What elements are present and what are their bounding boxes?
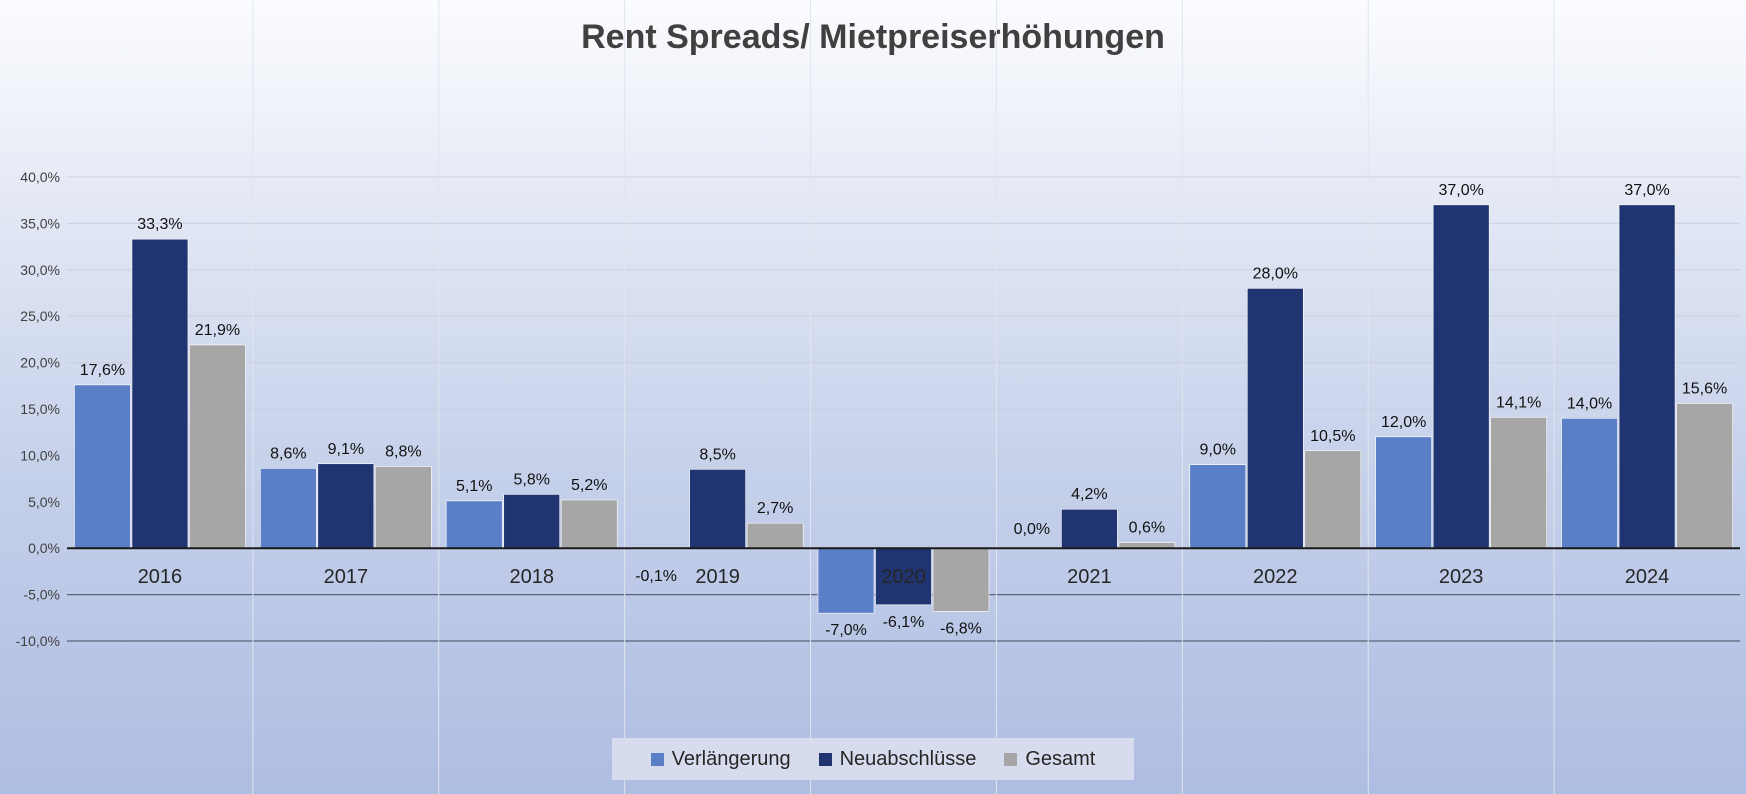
data-label: 14,1% [1496,394,1541,411]
y-tick-label: 40,0% [20,169,60,185]
data-label: 15,6% [1682,380,1727,397]
data-label: -6,8% [940,620,982,637]
data-label: -7,0% [825,622,867,639]
bar [1246,288,1304,549]
legend-label: Neuabschlüsse [839,747,977,770]
bar [375,466,432,549]
data-label: 5,2% [571,477,607,494]
x-category-label: 2016 [138,566,183,588]
bar [560,499,618,549]
data-label: 12,0% [1381,414,1426,431]
bar [1061,508,1118,549]
bar [189,344,246,549]
y-tick-label: -5,0% [23,587,60,603]
bar [1375,436,1432,549]
bar [1490,417,1547,549]
bar [689,469,746,549]
bar [1676,403,1733,549]
y-tick-label: 15,0% [20,401,60,417]
data-label: 9,0% [1200,442,1236,459]
data-label: 37,0% [1438,182,1483,199]
bar [1618,204,1676,549]
x-category-label: 2022 [1253,566,1298,588]
data-label: 8,5% [699,446,735,463]
data-label: 5,8% [513,471,549,488]
x-category-label: 2018 [509,566,554,588]
data-label: 10,5% [1310,428,1355,445]
legend-item: Verlängerung [650,747,791,771]
data-label: -6,1% [883,614,925,631]
data-label: 9,1% [328,441,364,458]
bar [503,494,561,549]
bar [1189,464,1247,549]
data-label: 4,2% [1071,486,1107,503]
bar [74,384,131,549]
x-category-label: 2020 [881,566,926,588]
data-label: 17,6% [80,362,125,379]
data-label: 8,8% [385,444,421,461]
x-category-label: 2023 [1439,566,1484,588]
bar [932,547,990,612]
bar [131,238,189,549]
bar [445,500,503,549]
data-label: -0,1% [635,568,677,585]
bar [875,547,932,606]
y-tick-label: 10,0% [20,447,60,463]
data-label: 37,0% [1624,182,1669,199]
data-label: 14,0% [1567,395,1612,412]
data-label: 0,6% [1129,520,1165,537]
y-tick-label: 35,0% [20,215,60,231]
y-tick-label: -10,0% [16,633,60,649]
data-label: 2,7% [757,500,793,517]
y-tick-label: 20,0% [20,355,60,371]
legend-swatch [650,752,664,766]
data-label: 5,1% [456,478,492,495]
bar [317,463,375,549]
x-category-label: 2024 [1625,566,1670,588]
legend-item: Neuabschlüsse [818,747,977,771]
legend-swatch [818,752,832,766]
data-label: 33,3% [137,216,182,233]
bar [1304,450,1362,549]
legend-item: Gesamt [1004,748,1095,771]
x-category-label: 2017 [324,566,369,588]
data-label: 8,6% [270,445,306,462]
legend-swatch [1004,752,1018,766]
bar [746,522,804,549]
y-tick-label: 25,0% [20,308,60,324]
data-label: 21,9% [195,322,240,339]
bar [1432,204,1490,549]
data-label: 28,0% [1253,265,1298,282]
bar [1561,417,1618,549]
y-tick-label: 30,0% [20,262,60,278]
chart-legend: Verlängerung Neuabschlüsse Gesamt [612,738,1134,780]
bar [260,468,317,549]
y-tick-label: 5,0% [28,494,60,510]
y-tick-label: 0,0% [28,540,60,556]
legend-label: Gesamt [1025,747,1096,770]
bar [817,547,875,614]
data-label: 0,0% [1014,521,1050,538]
x-category-label: 2019 [695,566,740,588]
x-category-label: 2021 [1067,566,1112,588]
legend-label: Verlängerung [671,747,791,770]
chart-title: Rent Spreads/ Mietpreiserhöhungen [581,18,1165,56]
